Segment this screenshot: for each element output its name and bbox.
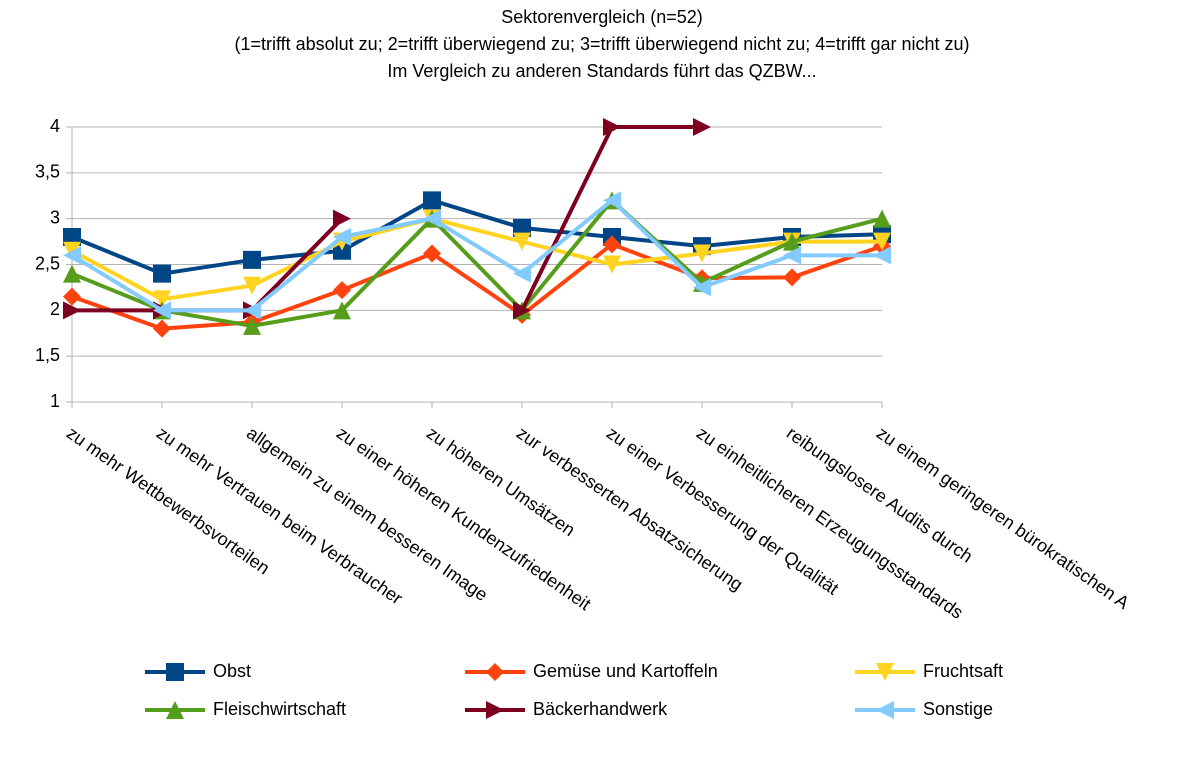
- legend-marker: [876, 663, 894, 681]
- y-tick-label: 3,5: [35, 162, 60, 182]
- chart-subtitle: Im Vergleich zu anderen Standards führt …: [387, 61, 816, 81]
- series-line: [71, 216, 882, 302]
- data-point: [603, 191, 621, 210]
- legend-label: Gemüse und Kartoffeln: [533, 661, 718, 681]
- legend-marker: [876, 701, 894, 719]
- data-point: [423, 191, 441, 210]
- data-point: [333, 301, 351, 320]
- data-point: [513, 218, 531, 237]
- data-point: [783, 232, 801, 251]
- data-point: [63, 246, 81, 265]
- data-point: [603, 235, 621, 254]
- series-line: [71, 198, 883, 328]
- legend-marker: [166, 663, 184, 681]
- y-tick-label: 2,5: [35, 253, 60, 273]
- data-point: [243, 250, 261, 269]
- data-point: [603, 255, 621, 274]
- legend-label: Fruchtsaft: [923, 661, 1003, 681]
- y-tick-label: 3: [50, 207, 60, 227]
- data-point: [513, 264, 531, 283]
- data-point: [873, 209, 891, 228]
- data-point: [423, 244, 441, 263]
- legend-marker: [486, 701, 504, 719]
- data-point: [693, 244, 711, 263]
- data-point: [243, 276, 261, 295]
- data-point: [63, 241, 81, 260]
- legend-marker: [166, 701, 184, 719]
- legend-label: Sonstige: [923, 699, 993, 719]
- data-point: [513, 232, 531, 251]
- legend-label: Obst: [213, 661, 251, 681]
- series-line: [71, 198, 883, 276]
- data-point: [333, 241, 351, 260]
- data-point: [153, 290, 171, 309]
- legend-marker: [486, 663, 504, 681]
- y-tick-label: 2: [50, 299, 60, 319]
- data-point: [513, 301, 531, 320]
- chart-subtitle: (1=trifft absolut zu; 2=trifft überwiege…: [234, 34, 969, 54]
- data-point: [243, 316, 261, 335]
- legend-label: Fleischwirtschaft: [213, 699, 346, 719]
- data-point: [783, 246, 801, 265]
- y-tick-label: 1: [50, 391, 60, 411]
- data-point: [873, 246, 891, 265]
- data-point: [333, 228, 351, 246]
- data-point: [63, 264, 81, 283]
- data-point: [783, 268, 801, 287]
- data-point: [423, 209, 441, 228]
- chart-title: Sektorenvergleich (n=52): [501, 7, 703, 27]
- data-point: [693, 118, 711, 136]
- data-point: [243, 301, 261, 320]
- series-line: [71, 242, 883, 331]
- data-point: [63, 301, 81, 320]
- data-point: [333, 209, 351, 228]
- legend-label: Bäckerhandwerk: [533, 699, 668, 719]
- data-point: [603, 118, 621, 136]
- data-point: [873, 232, 891, 251]
- data-point: [153, 264, 171, 283]
- series-line: [70, 198, 882, 313]
- data-point: [63, 228, 81, 246]
- data-point: [333, 281, 351, 300]
- data-point: [153, 301, 171, 320]
- y-tick-label: 4: [50, 116, 60, 136]
- x-tick-label: zu höheren Umsätzen: [423, 423, 579, 540]
- y-tick-label: 1,5: [35, 345, 60, 365]
- data-point: [693, 278, 711, 297]
- data-point: [153, 319, 171, 338]
- data-point: [63, 287, 81, 306]
